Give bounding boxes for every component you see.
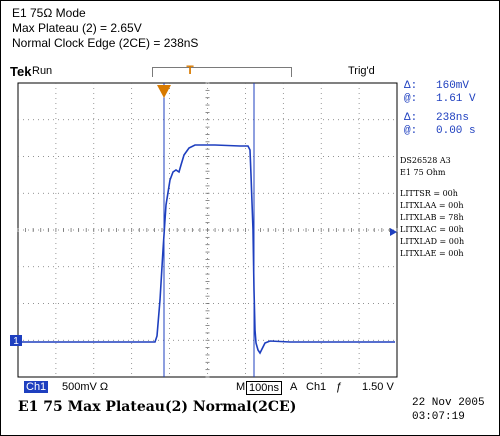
capture-time: 03:07:19 (412, 411, 465, 423)
trigger-level-arrow-icon (390, 228, 397, 236)
cursor-delta-voltage-label: Δ: (404, 80, 418, 92)
device-mode: E1 75 Ohm (400, 168, 446, 177)
waveform-trace (22, 144, 395, 355)
graticule (17, 82, 398, 378)
register-line: LITXLAC = 00h (400, 225, 464, 234)
register-line: LITTSR = 00h (400, 189, 458, 198)
cursor-delta-voltage-value: 160mV (436, 80, 470, 92)
channel-1-badge: Ch1 (24, 381, 49, 393)
cursor-time-label: @: (404, 125, 418, 137)
timebase-value: 100ns (246, 381, 282, 395)
register-line: LITXLAA = 00h (400, 201, 464, 210)
register-line: LITXLAD = 00h (400, 237, 465, 246)
scope-settings-bar: Ch1 500mV Ω M 100ns A Ch1 ƒ 1.50 V (10, 381, 402, 395)
figure-caption: E1 75 Max Plateau(2) Normal(2CE) (18, 399, 297, 415)
register-line: LITXLAE = 00h (400, 249, 464, 258)
main-timebase-label: M (236, 381, 246, 393)
trigger-point-icon (157, 85, 171, 98)
trigger-position-marker: T (186, 63, 194, 77)
run-status: Run (32, 65, 53, 77)
header-clock-edge: Normal Clock Edge (2CE) = 238nS (12, 36, 199, 50)
trigger-level: 1.50 V (362, 381, 394, 393)
cursor-delta-time-value: 238ns (436, 112, 470, 124)
trigger-status: Trig'd (348, 65, 375, 77)
channel-1-label: 1 (13, 336, 19, 347)
header-max-plateau: Max Plateau (2) = 2.65V (12, 21, 142, 35)
cursor-time-value: 0.00 s (436, 125, 476, 137)
tek-logo: Tek (10, 64, 32, 79)
scope-status-bar: Tek Run Trig'd (10, 64, 400, 80)
cursor-delta-time-label: Δ: (404, 112, 418, 124)
device-part: DS26528 A3 (400, 156, 451, 165)
trigger-slope-icon: ƒ (336, 381, 343, 393)
trigger-position-bar (152, 67, 292, 77)
register-line: LITXLAB = 78h (400, 213, 464, 222)
trigger-a-label: A (290, 381, 298, 393)
capture-date: 22 Nov 2005 (412, 397, 485, 409)
header-mode: E1 75Ω Mode (12, 6, 86, 20)
cursor-voltage-value: 1.61 V (436, 93, 476, 105)
cursor-voltage-label: @: (404, 93, 418, 105)
channel-1-ground-marker (10, 335, 22, 346)
vertical-scale: 500mV Ω (62, 381, 109, 393)
trigger-channel: Ch1 (306, 381, 327, 393)
